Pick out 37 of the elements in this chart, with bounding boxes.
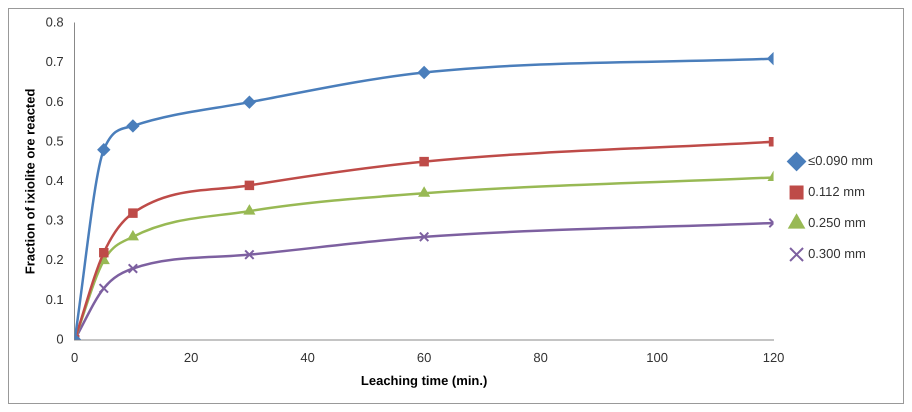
point [126,119,140,132]
y-tick-label: 0.8 [46,14,64,30]
point [242,96,256,109]
y-tick-label: 0.6 [46,94,64,109]
y-tick-label: 0.4 [46,172,64,188]
x-tick-label: 80 [533,350,548,366]
x-tick-label: 40 [300,350,315,366]
y-tick-label: 0.5 [46,133,64,148]
y-tick-label: 0 [56,331,64,346]
point [99,248,109,258]
point [418,186,430,197]
y-tick-label: 0.7 [46,54,64,70]
x-tick-label: 100 [646,350,668,366]
legend-label: ≤0.090 mm [808,153,873,168]
point [244,180,254,190]
x-axis-title: Leaching time (min.) [360,372,488,388]
x-tick-label: 0 [71,350,78,366]
point [418,232,430,242]
legend-label: 0.300 mm [808,246,866,262]
point [128,263,138,274]
point [98,283,110,294]
y-tick-label: 0.3 [46,212,64,228]
point [97,143,110,156]
x-tick-label: 120 [762,350,784,366]
point [244,249,255,260]
point [127,230,139,240]
point [128,208,138,218]
point [244,204,256,215]
y-tick-label: 0.2 [46,252,64,268]
point [419,156,429,166]
x-tick-label: 20 [184,350,198,366]
y-tick-label: 0.1 [46,292,64,307]
y-axis-title: Fraction of ixiolite ore reacted [22,88,38,274]
x-tick-label: 60 [416,350,432,366]
legend-label: 0.112 mm [808,184,865,200]
point [418,66,431,79]
legend-label: 0.250 mm [808,215,866,230]
